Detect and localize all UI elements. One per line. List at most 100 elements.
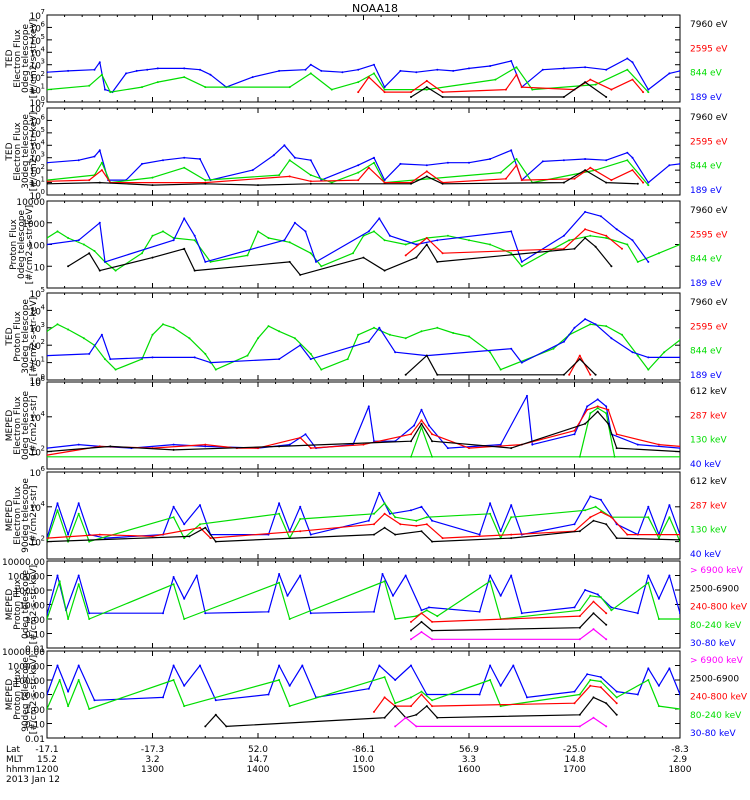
series-group [47,491,680,543]
y-tick-label: 10 [30,539,42,549]
y-axis-label-line: 0deg telescope [21,570,31,640]
y-axis-label-line: Proton Flux [13,669,23,720]
data-point [341,71,344,74]
data-point [647,368,650,371]
data-point [605,68,608,71]
data-point [293,156,296,159]
data-point [383,269,386,272]
data-point [357,81,360,84]
data-point [427,606,430,609]
data-point [204,443,207,446]
footer-hhmm-value: 1800 [669,765,692,775]
y-tick-exponent: 4 [41,410,46,418]
data-point [410,664,412,667]
data-point [330,88,333,91]
y-tick-exponent: 2 [41,535,45,543]
data-point [56,509,59,512]
data-point [373,72,375,75]
legend-label: 7960 eV [690,113,728,123]
data-point [141,86,143,89]
y-tick-label: 10.00 [19,602,45,612]
data-point [309,358,312,361]
data-point [596,405,599,408]
data-point [607,422,610,425]
data-point [679,162,680,165]
data-point [286,594,289,597]
data-point [647,91,650,94]
y-tick-label: 10 [30,105,42,115]
legend-label: 40 keV [690,550,722,560]
data-point [436,716,439,719]
data-point [615,447,618,450]
data-point [367,687,370,690]
legend-label: 189 eV [690,93,723,103]
y-tick-label: 0.10 [25,631,45,641]
data-point [100,73,103,76]
data-point [584,318,587,321]
data-point [415,71,418,74]
data-point [431,540,434,543]
data-point [578,713,581,716]
legend-label: 612 keV [690,477,727,487]
data-point [626,243,629,246]
data-point [631,61,634,64]
data-point [436,326,439,329]
data-point [626,159,629,162]
data-point [431,699,434,702]
series-line-189-ev [47,144,680,184]
y-axis-label-line: 90deg telescope [21,478,31,553]
y-axis-label-line: 0deg telescope [21,24,31,94]
data-point [47,330,48,333]
y-tick-label: 10 [30,24,42,34]
data-point [410,96,412,98]
series-line-2500-6900 [410,612,607,632]
y-axis-label-line: Proton Flux [13,311,23,362]
y-tick-label: 10 [30,360,42,370]
data-point [383,181,386,184]
data-point [388,234,391,237]
y-tick-exponent: 1 [41,83,45,91]
data-point [605,612,608,615]
data-point [573,606,576,609]
y-axis-label-line: MEPED [5,589,15,621]
data-point [183,76,186,79]
series-group [47,394,680,458]
data-point [584,509,587,512]
y-tick-label: 10 [30,87,42,97]
data-point [47,447,48,450]
data-point [288,705,291,708]
series-group [47,210,680,276]
data-point [98,61,101,64]
series-line-2595-ev [357,74,644,93]
data-point [93,699,96,702]
footer-row-label: hhmm [6,765,35,775]
y-tick-exponent: 6 [41,20,46,28]
data-point [510,533,513,536]
data-point [647,260,650,263]
data-point [589,166,592,169]
data-point [183,537,186,540]
data-point [679,69,680,72]
data-point [394,516,397,519]
data-point [47,454,48,457]
data-point [56,230,59,233]
y-tick-exponent: 0 [41,373,45,381]
data-point [172,326,175,329]
data-point [636,260,639,263]
data-point [67,265,70,268]
data-point [320,265,323,268]
y-axis-label-line: 30deg telescope [21,299,31,374]
data-point [288,175,291,178]
data-point [584,228,587,231]
series-line-287-kev [47,511,680,539]
data-point [596,410,599,413]
data-point [288,86,291,89]
data-point [679,450,680,453]
data-point [489,243,492,246]
data-point [47,88,48,91]
series-line-240-800-kev [373,685,618,713]
data-point [98,533,101,536]
data-point [420,631,423,633]
